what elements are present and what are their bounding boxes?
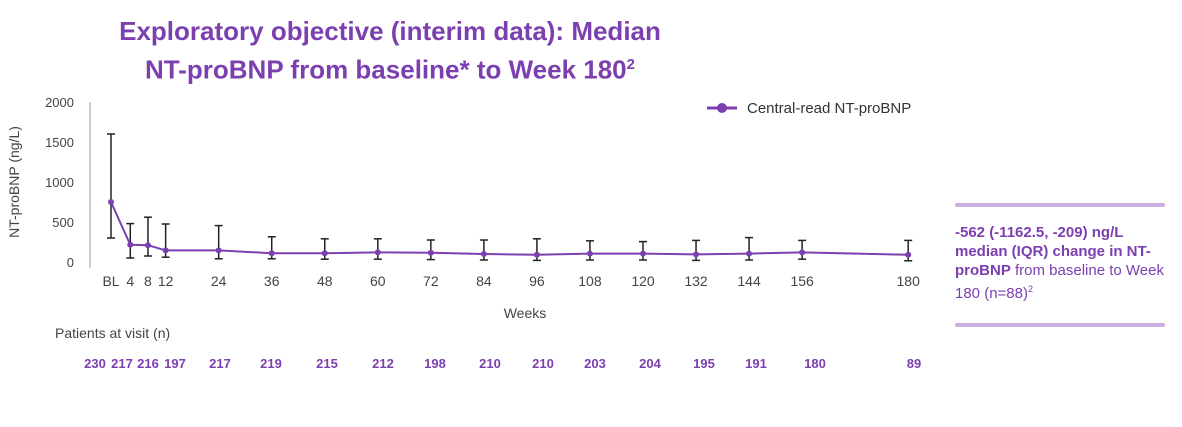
data-point bbox=[533, 251, 540, 258]
data-point bbox=[321, 250, 328, 257]
x-tick-label: 108 bbox=[578, 273, 602, 289]
series-central-read-nt-probnp bbox=[108, 199, 912, 258]
data-point bbox=[268, 250, 275, 257]
patient-count: 195 bbox=[693, 356, 715, 371]
x-tick-label: 60 bbox=[370, 273, 386, 289]
chart-title-reference: 2 bbox=[626, 56, 635, 73]
data-point bbox=[480, 251, 487, 257]
data-point bbox=[799, 249, 806, 256]
x-axis-label: Weeks bbox=[504, 305, 547, 320]
patient-count: 212 bbox=[372, 356, 394, 371]
patient-count: 203 bbox=[584, 356, 606, 371]
y-tick-label: 1500 bbox=[45, 135, 74, 150]
data-point bbox=[586, 250, 593, 257]
y-tick-label: 2000 bbox=[45, 95, 74, 110]
x-tick-label: 4 bbox=[126, 273, 134, 289]
patient-count: 89 bbox=[906, 356, 922, 371]
patient-count: 210 bbox=[532, 356, 554, 371]
summary-callout: -562 (-1162.5, -209) ng/L median (IQR) c… bbox=[955, 203, 1167, 327]
x-tick-label: 144 bbox=[737, 273, 761, 289]
patient-count: 204 bbox=[639, 356, 661, 371]
x-tick-label: 48 bbox=[317, 273, 333, 289]
patient-count: 210 bbox=[479, 356, 501, 371]
callout-bottom-rule bbox=[955, 323, 1165, 327]
x-tick-label: 36 bbox=[264, 273, 280, 289]
callout-top-rule bbox=[955, 203, 1165, 207]
x-tick-label: 72 bbox=[423, 273, 439, 289]
callout-reference: 2 bbox=[1027, 284, 1033, 294]
callout-regular-text: from baseline to Week 180 (n=88) bbox=[955, 262, 1164, 302]
x-tick-label: 96 bbox=[529, 273, 545, 289]
series-line bbox=[110, 201, 909, 256]
chart-title: Exploratory objective (interim data): Me… bbox=[60, 14, 720, 87]
x-tick-label: 180 bbox=[897, 273, 921, 289]
y-tick-label: 0 bbox=[67, 255, 74, 270]
legend-marker-dot bbox=[717, 103, 727, 113]
data-point bbox=[640, 250, 646, 257]
data-point bbox=[127, 241, 134, 248]
y-tick-labels: 0 500 1000 1500 2000 bbox=[45, 95, 74, 270]
data-point bbox=[746, 250, 753, 257]
data-point bbox=[215, 247, 222, 254]
chart-title-line-1: Exploratory objective (interim data): Me… bbox=[119, 16, 661, 46]
callout-bold-text: -562 (-1162.5, -209) ng/L median (IQR) c… bbox=[955, 224, 1151, 279]
patient-count: 191 bbox=[745, 356, 767, 371]
callout-text: -562 (-1162.5, -209) ng/L median (IQR) c… bbox=[955, 223, 1167, 303]
chart-title-line-2-text: NT-proBNP from baseline* to Week 180 bbox=[145, 54, 627, 85]
data-point bbox=[162, 247, 169, 254]
x-tick-label: 156 bbox=[790, 273, 814, 289]
patients-at-visit-label: Patients at visit (n) bbox=[55, 325, 171, 341]
data-point bbox=[693, 251, 700, 258]
patient-count: 217 bbox=[209, 356, 231, 371]
patient-count: 216 bbox=[137, 356, 159, 371]
patient-count: 197 bbox=[164, 356, 186, 371]
y-tick-label: 500 bbox=[52, 215, 74, 230]
patient-count: 217 bbox=[111, 356, 133, 371]
x-tick-label: 132 bbox=[684, 273, 708, 289]
x-tick-label: 120 bbox=[631, 273, 655, 289]
patient-count: 219 bbox=[260, 356, 282, 371]
chart-title-line-2: NT-proBNP from baseline* to Week 1802 bbox=[60, 48, 720, 87]
data-point bbox=[108, 199, 114, 205]
y-axis-label: NT-proBNP (ng/L) bbox=[6, 126, 22, 238]
data-point bbox=[144, 242, 151, 249]
x-tick-label: 8 bbox=[144, 273, 152, 289]
y-tick-label: 1000 bbox=[45, 175, 74, 190]
data-point bbox=[374, 249, 381, 256]
x-tick-label: BL bbox=[102, 273, 119, 289]
x-tick-label: 24 bbox=[211, 273, 227, 289]
patient-count: 198 bbox=[424, 356, 446, 371]
legend-label: Central-read NT-proBNP bbox=[747, 100, 911, 117]
x-tick-label: 84 bbox=[476, 273, 492, 289]
patient-count: 180 bbox=[804, 356, 826, 371]
patient-count: 215 bbox=[316, 356, 338, 371]
x-tick-labels: BL 4 8 12 24 36 48 60 72 84 96 108 120 132 144 156 180 bbox=[102, 273, 920, 289]
error-bars bbox=[107, 133, 913, 262]
data-point bbox=[905, 251, 912, 258]
line-chart: 0 500 1000 1500 2000 BL 4 8 12 24 36 48 60 72 84 96 108… bbox=[6, 95, 920, 320]
x-tick-label: 12 bbox=[158, 273, 174, 289]
patient-count: 230 bbox=[84, 356, 106, 371]
data-point bbox=[427, 249, 434, 256]
legend: Central-read NT-proBNP bbox=[707, 100, 911, 117]
